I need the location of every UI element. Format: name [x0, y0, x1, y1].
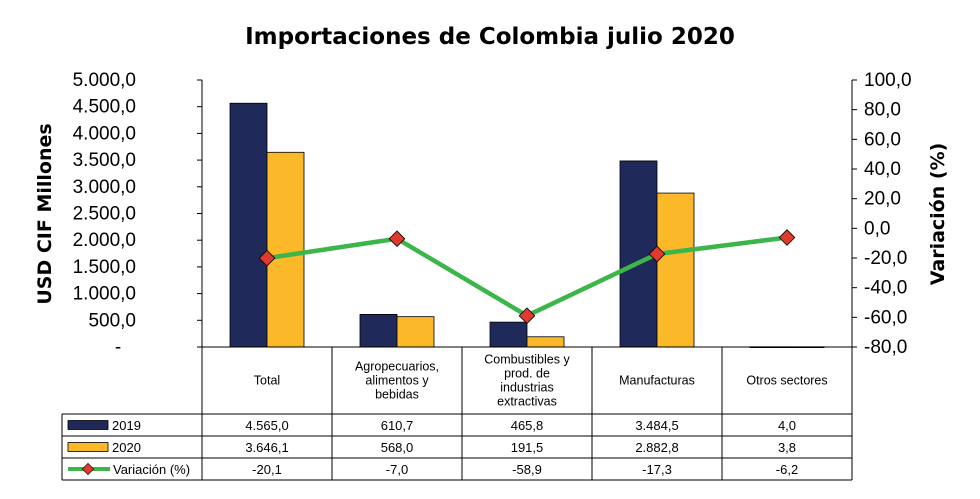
category-label-4: Otros sectores [746, 374, 827, 388]
table-cell-2-3: -17,3 [642, 462, 672, 477]
y-tick-label: 4.500,0 [73, 97, 136, 118]
y2-tick-label: 20,0 [864, 189, 901, 210]
legend-swatch-2020 [67, 442, 109, 452]
bar-2019-2 [489, 321, 528, 348]
table-cell-1-2: 191,5 [511, 440, 544, 455]
legend-label-0: 2019 [112, 418, 141, 433]
table-cell-1-1: 568,0 [381, 440, 414, 455]
y2-tick-label: -20,0 [864, 248, 907, 269]
category-label-0: Total [254, 374, 280, 388]
y-tick-label: 1.500,0 [73, 257, 136, 278]
y-axis-title: USD CIF Millones [34, 123, 56, 304]
y2-tick-label: 100,0 [864, 70, 912, 91]
y2-tick-label: -60,0 [864, 307, 907, 328]
y-tick-label: 3.500,0 [73, 150, 136, 171]
variation-point-0 [258, 249, 276, 267]
table-cell-2-2: -58,9 [512, 462, 542, 477]
legend-swatch-marker [81, 462, 95, 476]
variation-line-layer [258, 229, 796, 325]
y2-tick-label: -40,0 [864, 278, 907, 299]
variation-point-4 [778, 229, 796, 246]
variation-point-2 [518, 307, 536, 325]
table-cell-0-2: 465,8 [511, 418, 544, 433]
variation-point-1 [388, 230, 406, 248]
legend-swatch-2019 [67, 420, 109, 430]
bar-2020-2 [526, 336, 565, 348]
bar-2020-1 [396, 316, 435, 348]
table-cell-1-4: 3,8 [778, 440, 796, 455]
y2-tick-label: 80,0 [864, 100, 901, 121]
table-cell-0-0: 4.565,0 [245, 418, 288, 433]
y2-axis-title: Variación (%) [927, 143, 949, 286]
category-label-2: Combustibles y prod. de industrias extracti… [484, 353, 570, 409]
y-tick-label: 4.000,0 [73, 123, 136, 144]
bar-2019-0 [229, 102, 268, 348]
table-cell-0-3: 3.484,5 [635, 418, 678, 433]
table-cell-0-1: 610,7 [381, 418, 414, 433]
table-cell-2-1: -7,0 [386, 462, 408, 477]
y-tick-label: 2.000,0 [73, 230, 136, 251]
y2-tick-label: -80,0 [864, 337, 907, 358]
data-table: Total Agropecuarios, alimentos y bebidas Com… [61, 346, 853, 481]
table-cell-2-0: -20,1 [252, 462, 282, 477]
table-cell-1-0: 3.646,1 [245, 440, 288, 455]
bar-2019-1 [359, 313, 398, 348]
table-cell-1-3: 2.882,8 [635, 440, 678, 455]
axes: - 500,0 1.000,0 1.500,0 2.000,0 2.500,0 3.000,… [73, 70, 912, 358]
y2-tick-label: 0,0 [864, 218, 890, 239]
y-tick-label: 1.000,0 [73, 284, 136, 305]
bars [229, 102, 825, 348]
table-cell-0-4: 4,0 [778, 418, 796, 433]
legend-label-2: Variación (%) [113, 462, 190, 477]
variation-line [266, 235, 788, 318]
y-tick-label: - [115, 337, 121, 358]
variation-point-3 [648, 245, 666, 263]
legend-label-1: 2020 [112, 440, 141, 455]
y-tick-label: 500,0 [88, 310, 136, 331]
bar-2020-3 [656, 192, 695, 348]
y-tick-label: 3.000,0 [73, 177, 136, 198]
category-label-3: Manufacturas [619, 374, 695, 388]
y-tick-label: 2.500,0 [73, 204, 136, 225]
category-label-1: Agropecuarios, alimentos y bebidas [355, 360, 439, 402]
table-cell-2-4: -6,2 [776, 462, 798, 477]
bar-2020-0 [266, 151, 305, 348]
y2-tick-label: 60,0 [864, 129, 901, 150]
y2-tick-label: 40,0 [864, 159, 901, 180]
y-tick-label: 5.000,0 [73, 70, 136, 91]
chart-title: Importaciones de Colombia julio 2020 [245, 24, 735, 50]
